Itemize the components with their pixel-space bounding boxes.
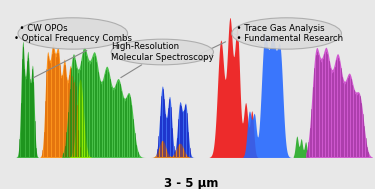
Ellipse shape	[232, 18, 341, 49]
Text: 3 - 5 μm: 3 - 5 μm	[164, 177, 219, 189]
Text: • CW OPOs
• Optical Frequency Combs: • CW OPOs • Optical Frequency Combs	[14, 24, 132, 43]
Ellipse shape	[18, 18, 128, 49]
Text: High-Resolution
Molecular Spectroscopy: High-Resolution Molecular Spectroscopy	[111, 42, 214, 62]
Text: • Trace Gas Analysis
  • Fundamental Research: • Trace Gas Analysis • Fundamental Resea…	[231, 24, 343, 43]
Ellipse shape	[111, 39, 213, 65]
